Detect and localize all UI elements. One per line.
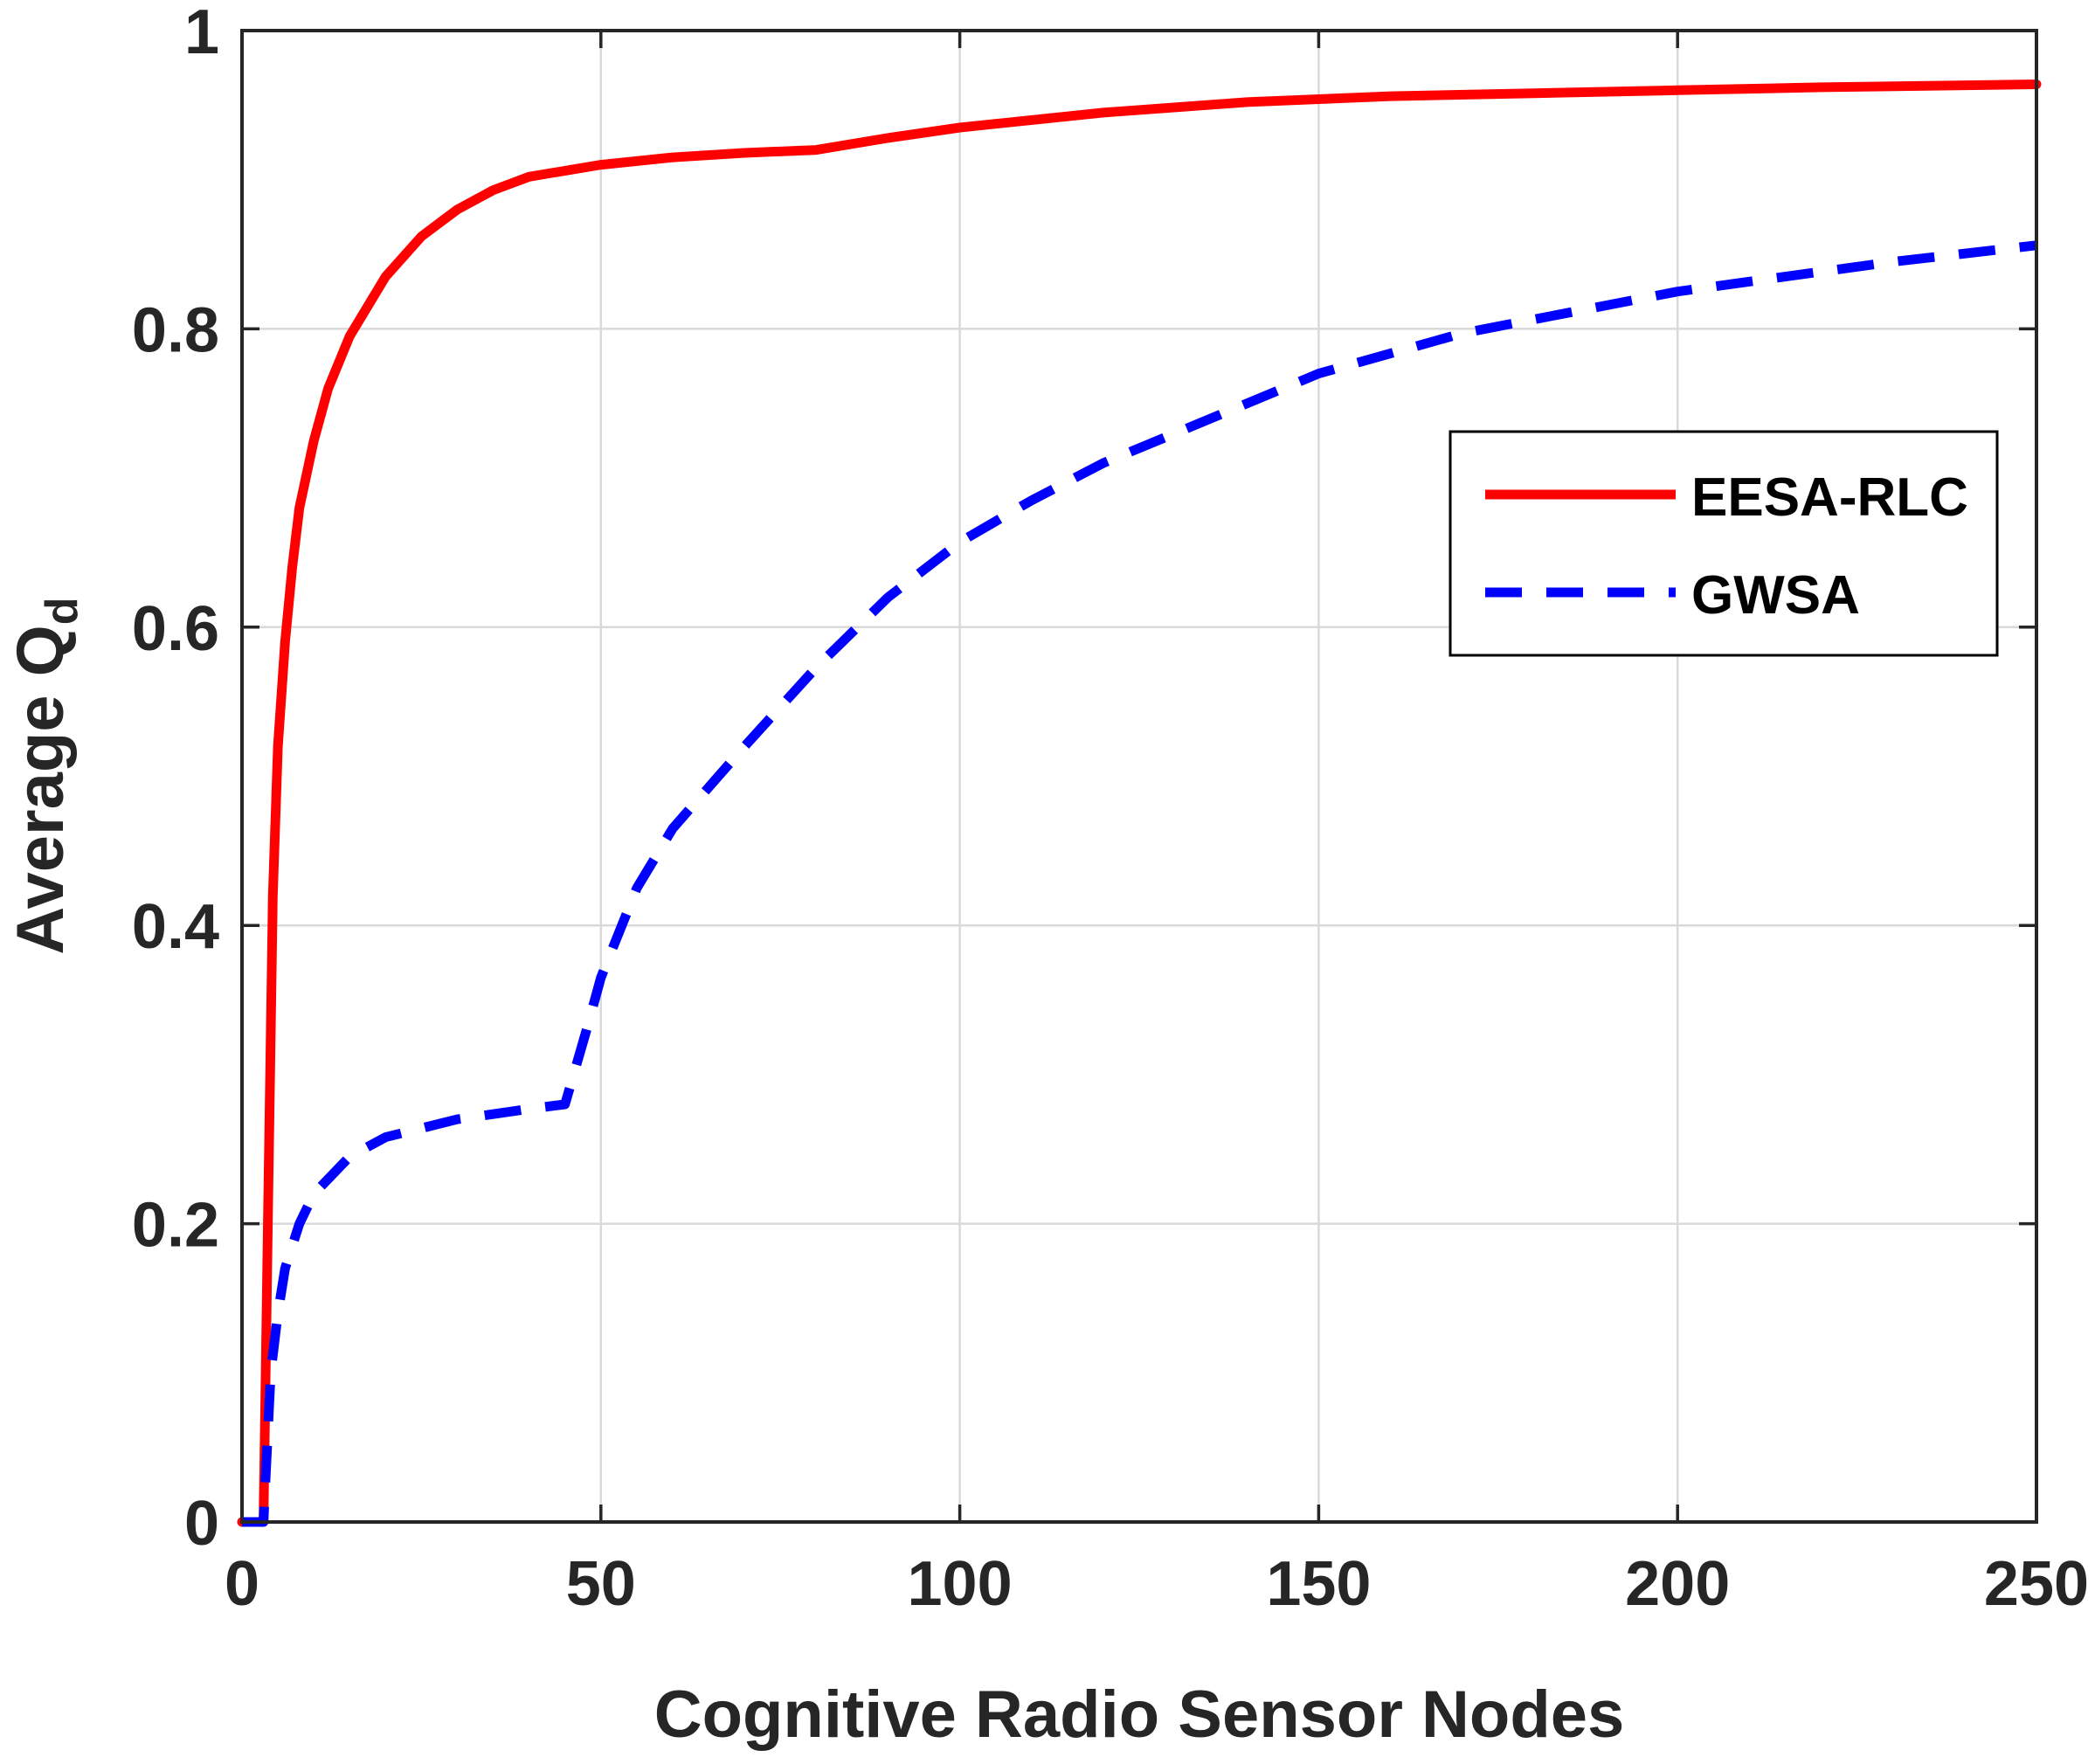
- y-axis-label-main: Average Q: [3, 625, 78, 954]
- y-axis-label-subscript: d: [37, 597, 87, 625]
- series-group: [237, 80, 2042, 1527]
- y-axis-label: Average Qd: [3, 597, 87, 954]
- legend-box: [1449, 430, 1999, 657]
- x-tick-label: 200: [1625, 1549, 1730, 1619]
- y-tick-label: 1: [184, 0, 219, 67]
- series-line-gwsa: [242, 240, 2037, 1527]
- legend-label-eesa-rlc: EESA-RLC: [1691, 467, 1968, 528]
- y-tick-label: 0.8: [132, 295, 219, 365]
- x-tick-label: 250: [1984, 1549, 2089, 1619]
- series-line-eesa-rlc: [237, 80, 2042, 1527]
- x-tick-label: 50: [566, 1549, 636, 1619]
- x-tick-label: 0: [225, 1549, 259, 1619]
- y-tick-label: 0.6: [132, 594, 219, 664]
- plot-area: [242, 31, 2036, 1522]
- x-tick-label: 150: [1266, 1549, 1371, 1619]
- y-tick-label: 0.2: [132, 1191, 219, 1261]
- y-tick-label: 0: [184, 1489, 219, 1559]
- legend-label-gwsa: GWSA: [1691, 565, 1860, 626]
- x-tick-label: 100: [908, 1549, 1013, 1619]
- x-axis-label: Cognitive Radio Sensor Nodes: [654, 1678, 1625, 1752]
- tick-labels: 0 50 100 150 200 250 0 0.2 0.4 0.6 0.8 1: [132, 0, 2089, 1619]
- plot-frame: [240, 29, 2038, 1524]
- legend: EESA-RLC GWSA: [1449, 430, 1999, 657]
- y-tick-label: 0.4: [132, 892, 219, 962]
